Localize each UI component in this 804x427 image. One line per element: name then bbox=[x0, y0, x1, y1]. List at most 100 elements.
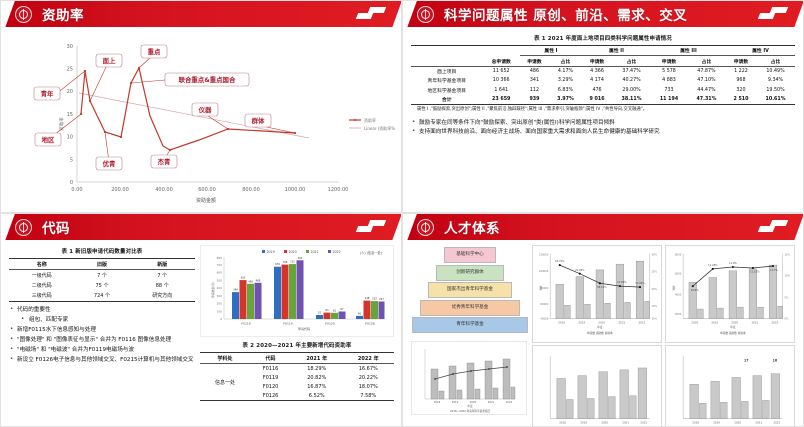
legend-label-1: Linear (资助率%) bbox=[364, 125, 395, 131]
svg-text:2022: 2022 bbox=[506, 400, 513, 404]
svg-text:200: 200 bbox=[217, 302, 223, 306]
panel-science-attributes: 科学问题属性 原创、前沿、需求、交叉 表 1 2021 年度面上地项目四类科学问… bbox=[402, 0, 804, 213]
col-dept: 学科处 bbox=[217, 355, 233, 362]
svg-text:仪器: 仪器 bbox=[198, 105, 212, 114]
sub-pct-1: 占比 bbox=[560, 59, 571, 65]
table-body: 面上项目 11 652 486 4.17% 4 366 37.47% 5 578… bbox=[411, 66, 795, 105]
svg-text:20: 20 bbox=[67, 89, 73, 95]
table-note: 属性 I ,"鼓励探索,突出原创";属性 II ,"聚焦前沿,独辟蹊径";属性 … bbox=[417, 107, 647, 113]
nsfc-seal-icon bbox=[15, 218, 32, 236]
svg-text:2020: 2020 bbox=[601, 420, 608, 424]
svg-text:5%: 5% bbox=[784, 296, 789, 300]
svg-text:申请数 资助数 资助率: 申请数 资助数 资助率 bbox=[587, 331, 613, 335]
svg-text:10%: 10% bbox=[784, 274, 790, 278]
svg-text:杰青: 杰青 bbox=[158, 157, 171, 166]
svg-text:申请数量(项): 申请数量(项) bbox=[211, 282, 215, 298]
svg-text:2000: 2000 bbox=[675, 312, 682, 316]
svg-text:2021: 2021 bbox=[618, 320, 625, 324]
svg-text:15: 15 bbox=[67, 112, 73, 118]
svg-text:17.29%: 17.29% bbox=[617, 280, 627, 284]
svg-text:面上: 面上 bbox=[103, 56, 116, 65]
panel-talent-system: 人才体系 基础科学中心 创新研究群体 国家杰出青年科学基金 优秀青年科学基金 青… bbox=[402, 213, 804, 427]
col-group-attr2: 属性 II bbox=[581, 45, 651, 57]
talent-pyramid: 基础科学中心 创新研究群体 国家杰出青年科学基金 优秀青年科学基金 青年科学基金 bbox=[411, 245, 529, 421]
panel-title-science-attributes: 科学问题属性 原创、前沿、需求、交叉 bbox=[444, 8, 688, 24]
value-label-16: 16 bbox=[773, 358, 778, 362]
flag-icon bbox=[355, 7, 387, 20]
table-row: F0119 20.82% 20.22% bbox=[262, 374, 378, 381]
pyramid-level-0: 基础科学中心 bbox=[444, 247, 496, 263]
svg-text:600: 600 bbox=[217, 271, 223, 275]
svg-text:600.00: 600.00 bbox=[198, 187, 216, 193]
svg-text:2022: 2022 bbox=[773, 420, 780, 424]
table-row-total: 合计 23 659 939 3.97% 9 016 38.11% 11 194 … bbox=[411, 95, 795, 105]
svg-text:21.95%: 21.95% bbox=[575, 268, 585, 272]
table-row: 青年科学基金项目 10 366 341 3.29% 4 174 40.27% 4… bbox=[427, 78, 784, 85]
table-row: 信息一处 F0116 18.29% 16.67% bbox=[200, 364, 394, 386]
svg-text:761: 761 bbox=[298, 256, 303, 260]
table-row: 二级代码 75 个 88 个 bbox=[31, 282, 169, 289]
list-item: 支持面向世界科技前沿、面向经济主战场、面向国家重大需求和面向人民生命健康的基础科… bbox=[411, 127, 795, 138]
pyramid-level-2: 国家杰出青年科学基金 bbox=[428, 282, 512, 298]
code-count-table: 名称 旧版 新版 一级代码 7 个 7 个 bbox=[9, 258, 195, 302]
sub-count-2: 申请数 bbox=[589, 59, 605, 65]
svg-text:2020: 2020 bbox=[734, 420, 741, 424]
svg-text:2021: 2021 bbox=[755, 420, 762, 424]
col-2021: 2021 年 bbox=[306, 355, 328, 362]
svg-text:2019: 2019 bbox=[452, 400, 459, 404]
svg-text:10%: 10% bbox=[651, 317, 657, 321]
svg-text:2019: 2019 bbox=[580, 420, 587, 424]
svg-text:232: 232 bbox=[372, 297, 377, 301]
svg-text:400: 400 bbox=[217, 286, 223, 290]
chart-subtitle: (人) (信息一处) bbox=[360, 250, 382, 255]
table-row: F0120 16.87% 18.07% bbox=[262, 383, 378, 390]
panel-body-code: 表 1 新旧版申请代码数量对比表 名称 旧版 新版 一级代码 bbox=[1, 240, 401, 426]
svg-text:2021: 2021 bbox=[488, 400, 495, 404]
table-header-row: 学科处 代码 2021 年 2022 年 bbox=[200, 352, 394, 364]
panel-title-code: 代码 bbox=[42, 221, 70, 237]
list-item: 组包、匹配专家 bbox=[9, 315, 195, 325]
svg-text:456: 456 bbox=[248, 279, 253, 283]
svg-text:500: 500 bbox=[217, 278, 223, 282]
table2-caption: 表 2 2020—2021 年主要新增代码资助率 bbox=[242, 343, 352, 349]
sub-pct-4: 占比 bbox=[770, 59, 781, 65]
svg-text:0.00: 0.00 bbox=[71, 187, 82, 193]
svg-text:年度: 年度 bbox=[730, 325, 736, 329]
svg-text:申请数 资助数 资助率: 申请数 资助数 资助率 bbox=[720, 331, 746, 335]
table-caption: 表 1 2021 年度面上地项目四类科学问题属性申请情况 bbox=[534, 36, 672, 42]
svg-text:100000: 100000 bbox=[539, 269, 549, 273]
svg-text:300: 300 bbox=[217, 294, 223, 298]
svg-text:2018: 2018 bbox=[691, 320, 698, 324]
svg-text:468: 468 bbox=[256, 278, 261, 282]
flag-icon bbox=[757, 7, 789, 20]
svg-text:2022: 2022 bbox=[772, 320, 779, 324]
svg-text:679: 679 bbox=[275, 262, 280, 266]
svg-text:11.43%: 11.43% bbox=[708, 263, 718, 267]
col-old: 旧版 bbox=[96, 261, 107, 268]
table-row: 地区科学基金项目 1 641 112 6.83% 476 29.00% 733 … bbox=[427, 87, 785, 94]
talent-chart-1: 10.8% 11.43% 11.9% 11.53% 11.7% 2018 2019 2… bbox=[665, 245, 795, 343]
svg-text:25: 25 bbox=[67, 67, 73, 73]
code-funding-rate-table: 学科处 代码 2021 年 2022 年 信息一处 F0116 18.29% bbox=[200, 352, 394, 401]
panel-body-talent-system: 基础科学中心 创新研究群体 国家杰出青年科学基金 优秀青年科学基金 青年科学基金 bbox=[403, 240, 803, 426]
svg-text:2020: 2020 bbox=[731, 320, 738, 324]
svg-text:100: 100 bbox=[217, 309, 223, 313]
svg-text:349: 349 bbox=[233, 288, 238, 292]
col-group-attr3: 属性 III bbox=[650, 45, 726, 57]
panel-header-science-attributes: 科学问题属性 原创、前沿、需求、交叉 bbox=[403, 1, 803, 27]
flag-icon bbox=[757, 220, 789, 233]
code-left-column: 表 1 新旧版申请代码数量对比表 名称 旧版 新版 一级代码 bbox=[9, 245, 195, 421]
svg-text:群体: 群体 bbox=[252, 116, 265, 125]
svg-text:60000: 60000 bbox=[540, 302, 548, 306]
svg-text:地区: 地区 bbox=[42, 135, 55, 144]
list-item: "电磁场" 和 "电磁波" 合并为F0119电磁场与波 bbox=[9, 345, 195, 355]
nsfc-seal-icon bbox=[15, 5, 32, 23]
panel-header-code: 代码 bbox=[1, 214, 401, 240]
panel-title-talent-system: 人才体系 bbox=[444, 221, 500, 237]
pyramid-level-4: 青年科学基金 bbox=[412, 317, 528, 333]
svg-text:238: 238 bbox=[365, 296, 370, 300]
svg-text:F0116: F0116 bbox=[241, 322, 250, 326]
